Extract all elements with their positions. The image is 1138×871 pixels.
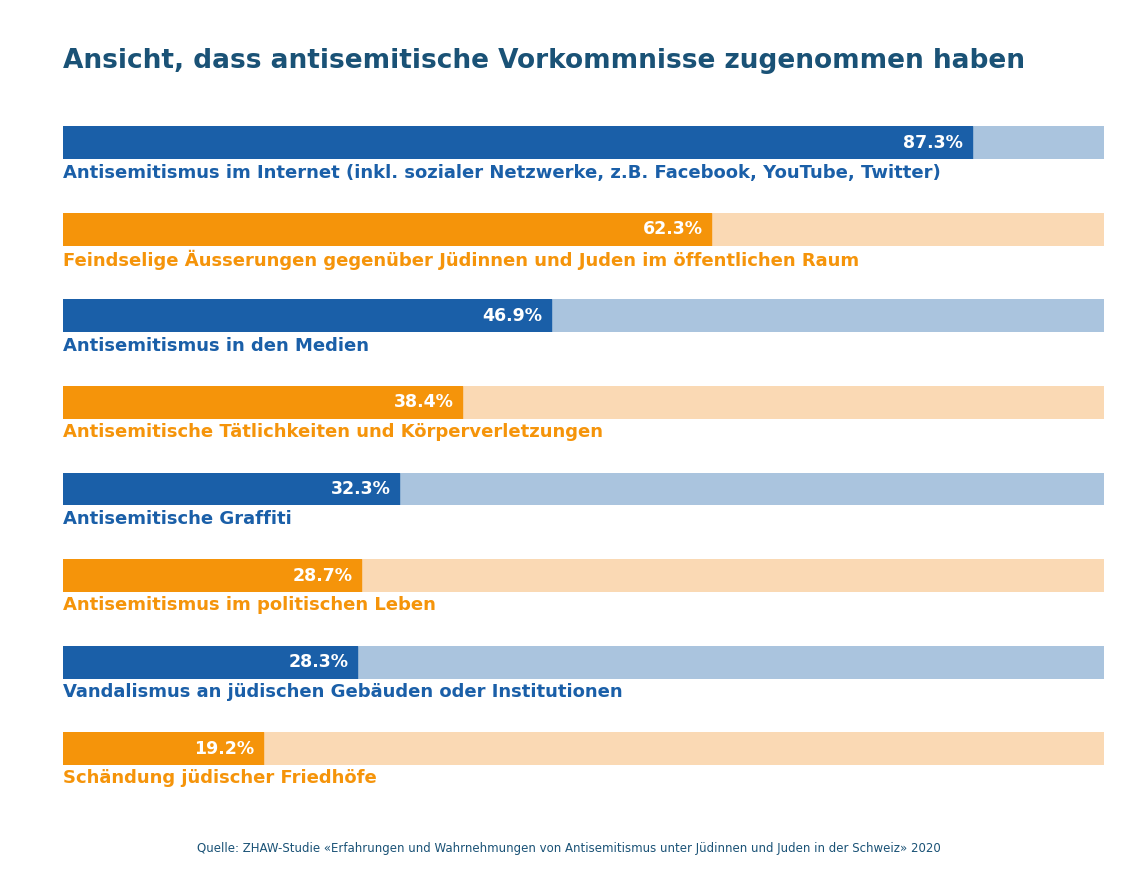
Text: Quelle: ZHAW-Studie «Erfahrungen und Wahrnehmungen von Antisemitismus unter Jüdi: Quelle: ZHAW-Studie «Erfahrungen und Wah… — [197, 842, 941, 855]
Text: 28.7%: 28.7% — [294, 566, 353, 584]
Bar — [63, 300, 551, 333]
Bar — [63, 213, 711, 246]
Bar — [63, 386, 462, 419]
Text: 87.3%: 87.3% — [904, 134, 963, 152]
Text: Antisemitismus im politischen Leben: Antisemitismus im politischen Leben — [63, 597, 436, 614]
Text: 62.3%: 62.3% — [643, 220, 703, 239]
Text: Vandalismus an jüdischen Gebäuden oder Institutionen: Vandalismus an jüdischen Gebäuden oder I… — [63, 683, 622, 701]
Text: 28.3%: 28.3% — [289, 653, 349, 671]
Text: 19.2%: 19.2% — [195, 739, 254, 758]
Text: 38.4%: 38.4% — [394, 394, 454, 411]
Bar — [63, 472, 399, 505]
Text: Antisemitische Graffiti: Antisemitische Graffiti — [63, 510, 291, 528]
Text: 46.9%: 46.9% — [483, 307, 543, 325]
Text: Antisemitische Tätlichkeiten und Körperverletzungen: Antisemitische Tätlichkeiten und Körperv… — [63, 423, 603, 442]
Text: Antisemitismus in den Medien: Antisemitismus in den Medien — [63, 337, 369, 354]
Text: Antisemitismus im Internet (inkl. sozialer Netzwerke, z.B. Facebook, YouTube, Tw: Antisemitismus im Internet (inkl. sozial… — [63, 164, 940, 181]
Text: Feindselige Äusserungen gegenüber Jüdinnen und Juden im öffentlichen Raum: Feindselige Äusserungen gegenüber Jüdinn… — [63, 250, 859, 270]
Text: Schändung jüdischer Friedhöfe: Schändung jüdischer Friedhöfe — [63, 769, 377, 787]
Text: 32.3%: 32.3% — [331, 480, 390, 498]
Bar — [63, 645, 357, 679]
Bar — [63, 559, 362, 592]
Bar — [63, 733, 263, 765]
Bar — [63, 126, 972, 159]
Text: Ansicht, dass antisemitische Vorkommnisse zugenommen haben: Ansicht, dass antisemitische Vorkommniss… — [63, 48, 1024, 74]
